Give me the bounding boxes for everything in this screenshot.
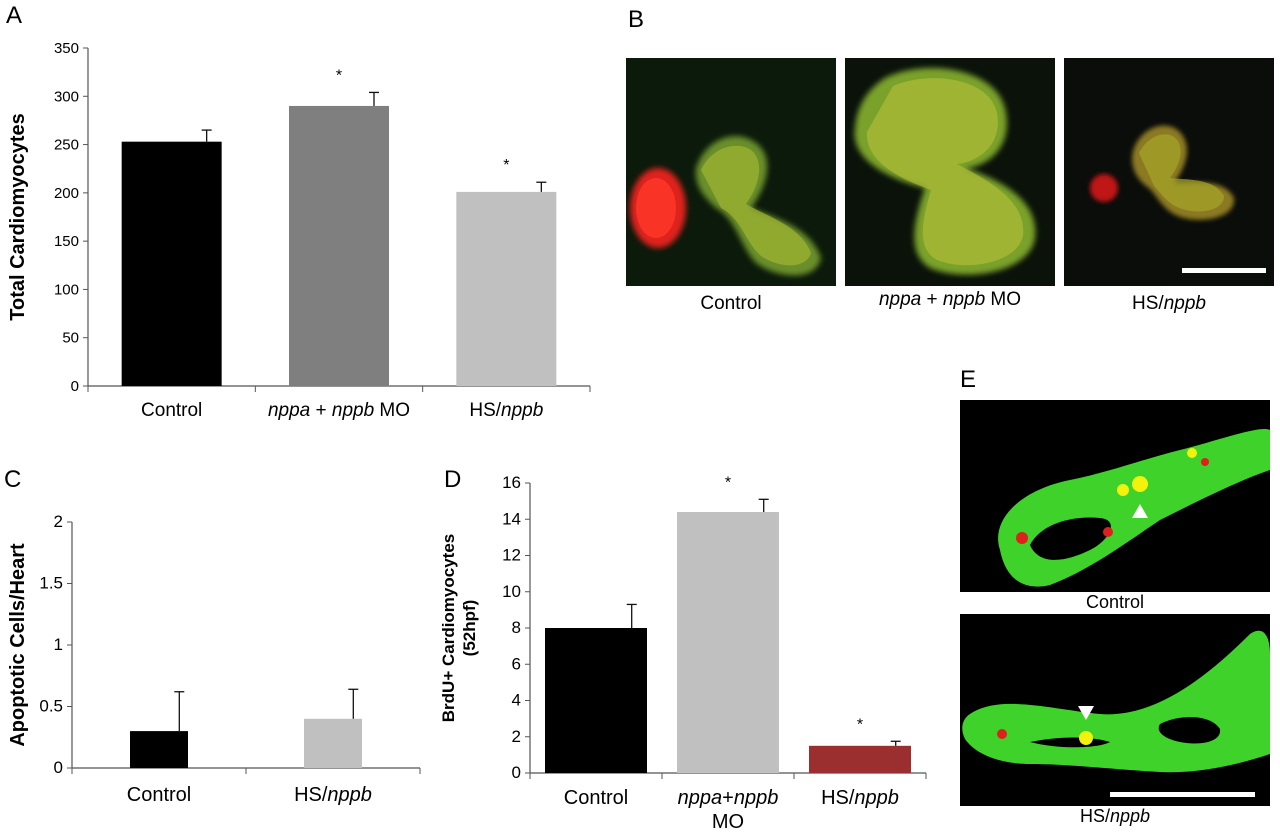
category-label: Control xyxy=(564,787,628,809)
y-tick-label: 16 xyxy=(502,473,521,492)
bar xyxy=(677,512,779,773)
category-label: nppa + nppb MO xyxy=(268,400,410,421)
bar xyxy=(304,718,362,768)
significance-marker: * xyxy=(336,67,342,84)
micrograph-e-control xyxy=(960,400,1270,592)
y-axis-label: Apoptotic Cells/Heart xyxy=(7,543,29,747)
arrowhead-e-control xyxy=(1132,504,1148,518)
caption-e-control: Control xyxy=(1085,592,1145,612)
caption-b-nppa-nppb-mo: nppa + nppb MO xyxy=(878,289,1022,310)
y-tick-label: 200 xyxy=(54,185,79,202)
significance-marker: * xyxy=(503,157,509,174)
panel-letter-b: B xyxy=(628,6,645,33)
y-tick-label: 2 xyxy=(54,512,63,531)
bar xyxy=(809,745,911,773)
category-label: HS/nppb xyxy=(821,787,899,809)
bar xyxy=(289,105,389,386)
y-tick-label: 10 xyxy=(502,582,521,601)
panel-letter-c: C xyxy=(4,466,22,493)
category-label-line2: MO xyxy=(712,811,744,833)
significance-marker: * xyxy=(725,474,731,491)
y-tick-label: 4 xyxy=(512,691,521,710)
y-tick-label: 0 xyxy=(512,763,521,782)
y-tick-label: 2 xyxy=(512,727,521,746)
y-tick-label: 350 xyxy=(54,40,79,57)
bar xyxy=(130,731,188,768)
micrograph-e-hs-nppb xyxy=(960,614,1270,806)
caption-e-hs-nppb: HS/nppb xyxy=(1079,806,1151,826)
y-tick-label: 1 xyxy=(54,635,63,654)
y-tick-label: 6 xyxy=(512,654,521,673)
chart-a-total-cardiomyocytes: 0 50 100 150 200 250 300 350 Control * nppa + nppb… xyxy=(7,40,591,421)
category-label: HS/nppb xyxy=(294,784,372,806)
micrograph-b-control xyxy=(626,58,836,286)
micrograph-b-hs-nppb xyxy=(1064,58,1274,286)
y-axis-label-line2: (52hpf) xyxy=(460,600,479,657)
panel-letter-a: A xyxy=(6,2,23,29)
bar xyxy=(121,141,222,386)
y-tick-label: 14 xyxy=(502,509,521,528)
category-label: HS/nppb xyxy=(469,400,543,421)
y-tick-label: 50 xyxy=(62,330,79,347)
y-tick-label: 250 xyxy=(54,137,79,154)
y-tick-label: 8 xyxy=(512,618,521,637)
scale-bar-e xyxy=(1110,792,1255,797)
caption-b-hs-nppb: HS/nppb xyxy=(1132,293,1206,314)
y-axis-label: Total Cardiomyocytes xyxy=(7,113,29,320)
bar xyxy=(545,628,647,773)
y-tick-label: 100 xyxy=(54,281,79,298)
y-tick-label: 12 xyxy=(502,546,521,565)
bar xyxy=(456,191,557,386)
y-tick-label: 0 xyxy=(71,378,79,395)
category-label: Control xyxy=(127,784,191,806)
y-tick-label: 150 xyxy=(54,233,79,250)
caption-b-control: Control xyxy=(700,293,762,314)
y-tick-label: 300 xyxy=(54,88,79,105)
category-label: Control xyxy=(141,400,202,421)
chart-c-apoptotic-cells: 0 0.5 1 1.5 2 Control HS/nppb Apoptotic Cells/H… xyxy=(7,512,421,806)
scale-bar-b xyxy=(1182,268,1266,273)
significance-marker: * xyxy=(857,716,863,733)
panel-letter-e: E xyxy=(960,366,977,393)
micrograph-b-nppa-nppb-mo xyxy=(845,58,1055,286)
arrowhead-e-hs-nppb xyxy=(1078,706,1094,720)
category-label: nppa+nppb xyxy=(678,787,779,809)
y-tick-label: 1.5 xyxy=(39,574,63,593)
y-tick-label: 0.5 xyxy=(39,697,63,716)
y-axis-label: BrdU+ Cardiomyocytes xyxy=(440,534,458,722)
panel-letter-d: D xyxy=(444,466,462,493)
y-tick-label: 0 xyxy=(54,758,63,777)
